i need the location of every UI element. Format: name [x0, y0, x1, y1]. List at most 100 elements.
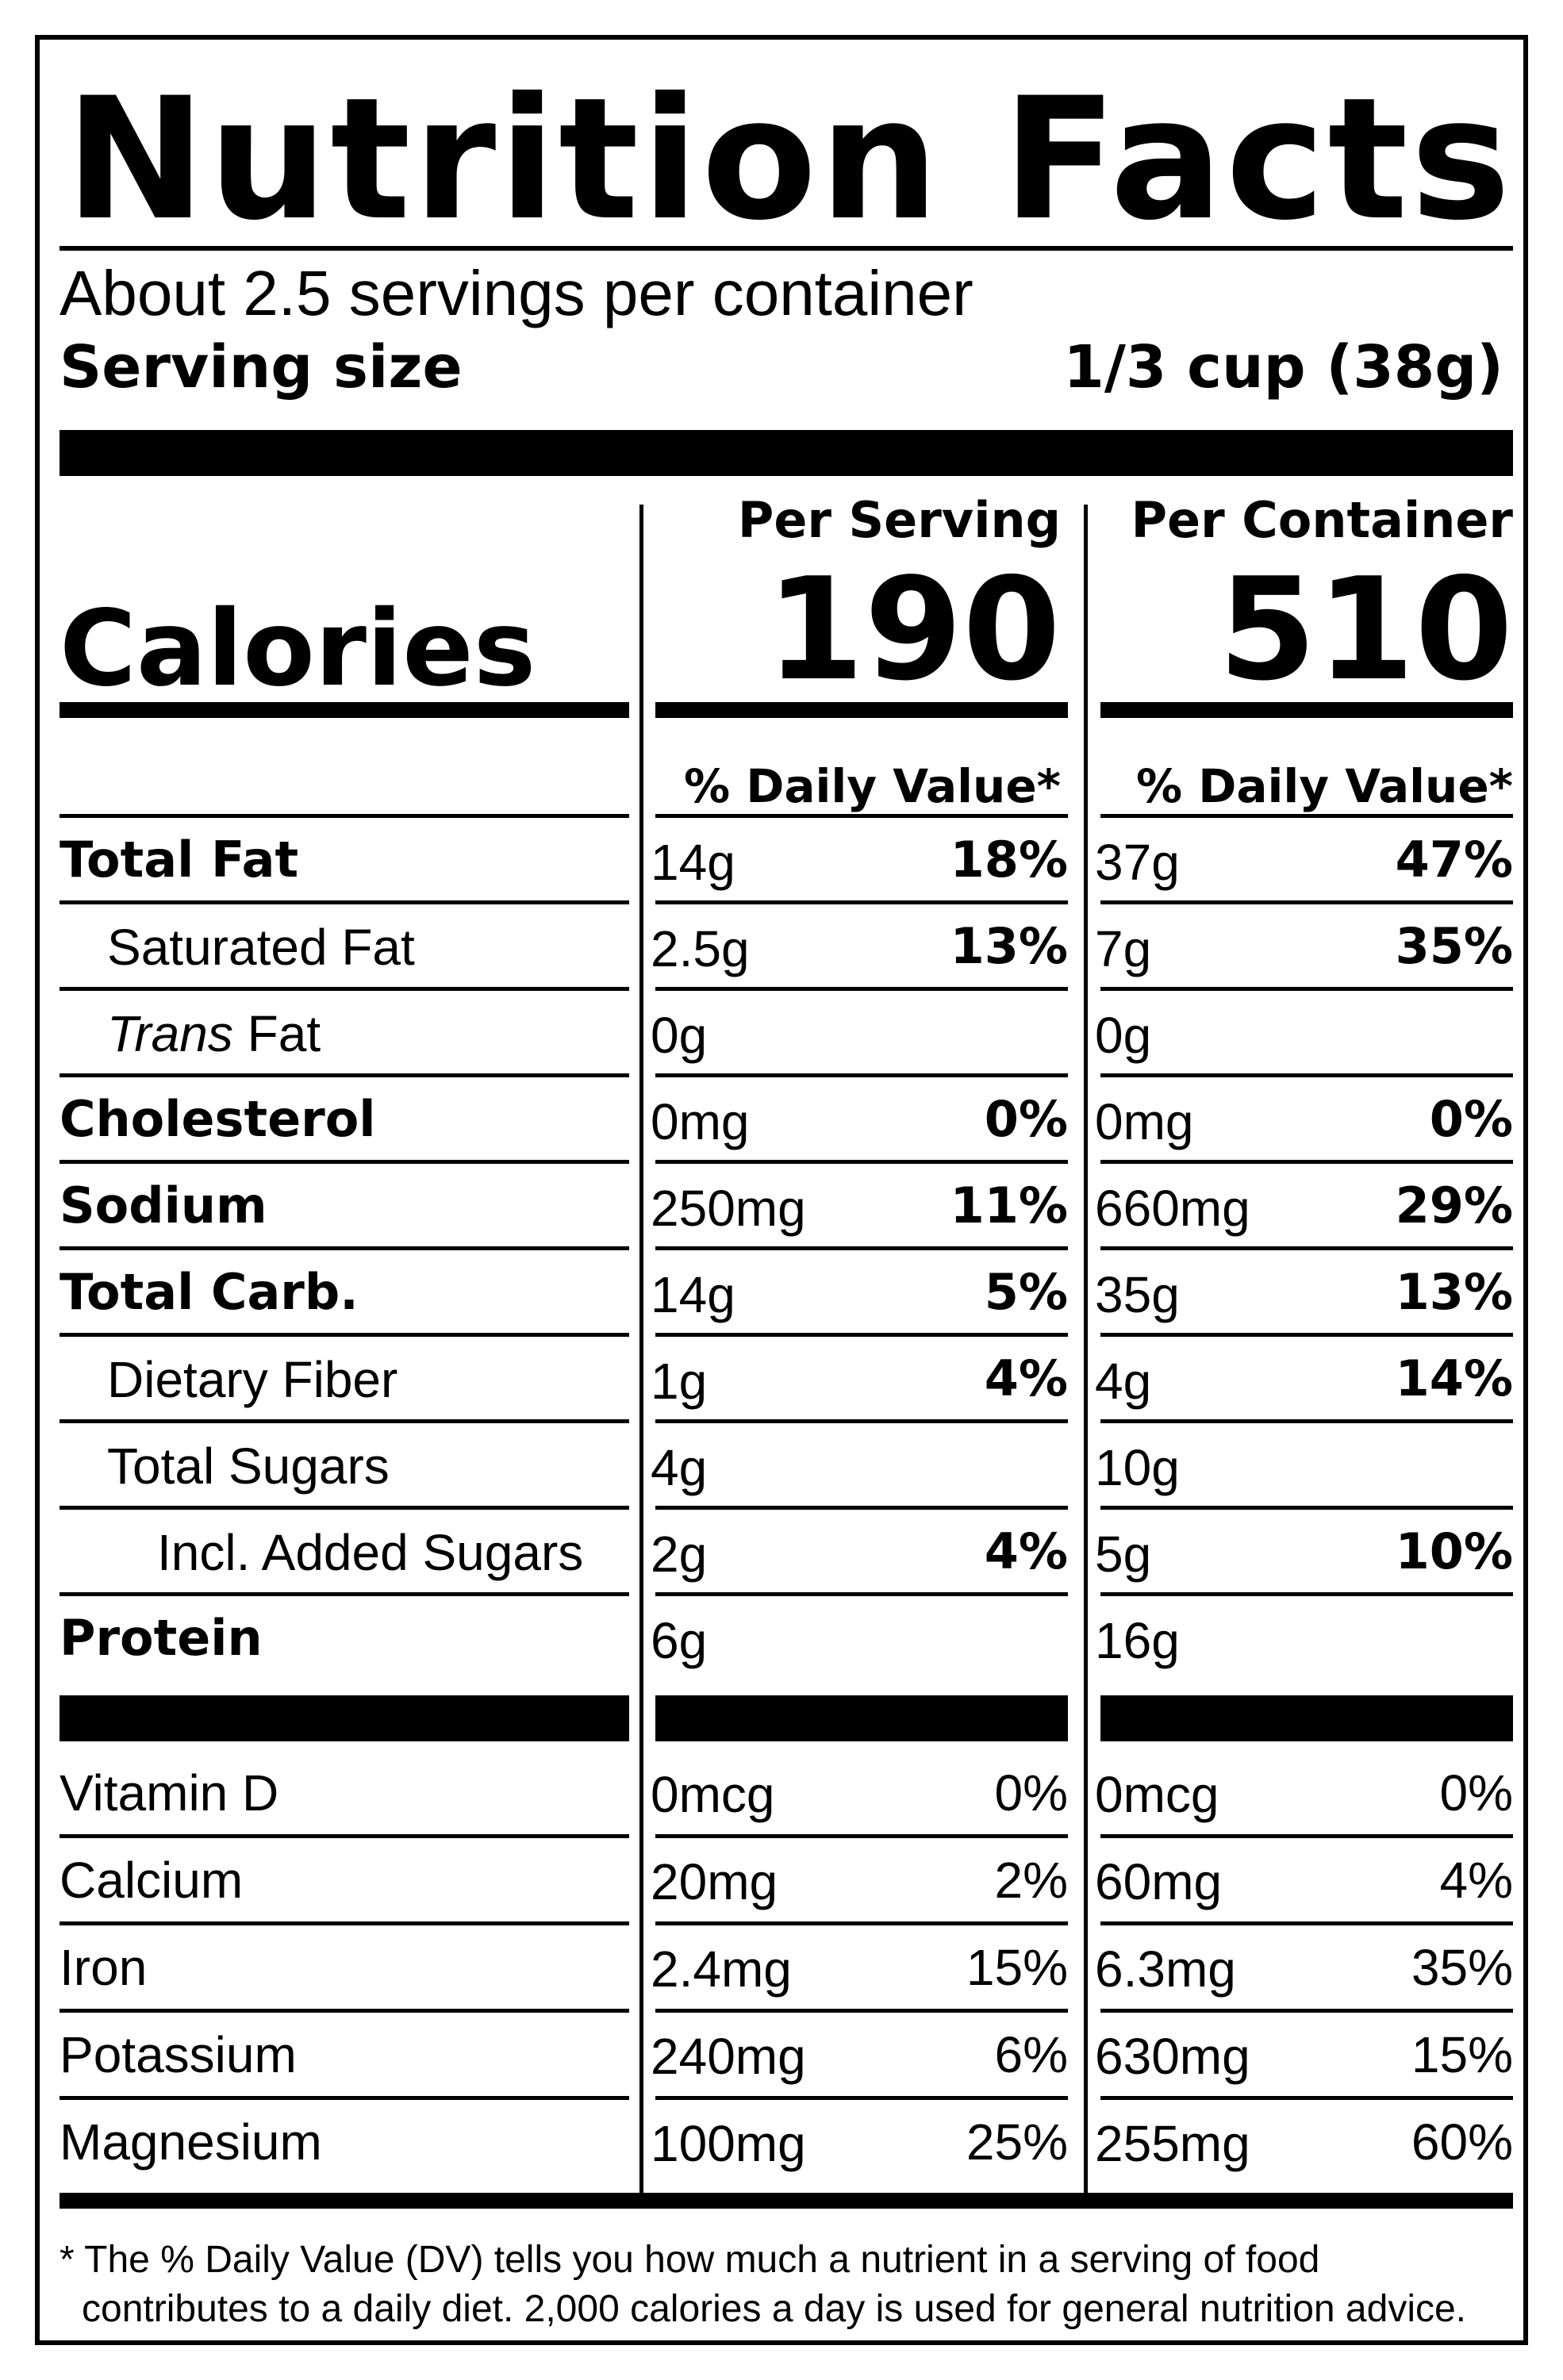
row-divider	[1100, 1921, 1513, 1925]
daily-value-percent: 4%	[984, 1349, 1068, 1407]
nutrient-name: Saturated Fat	[107, 919, 415, 976]
nutrient-name: Dietary Fiber	[107, 1351, 398, 1408]
daily-value-header: % Daily Value*	[683, 759, 1061, 813]
amount-value: 10g	[1095, 1439, 1180, 1496]
nutrient-name: Calcium	[60, 1852, 244, 1909]
nutrient-row: Protein 6g 16g	[40, 1599, 1533, 1687]
servings-per-container: About 2.5 servings per container	[60, 258, 974, 328]
daily-value-percent: 60%	[1411, 2113, 1513, 2171]
daily-value-percent: 2%	[994, 1852, 1069, 1909]
per-serving-header: Per Serving	[737, 491, 1061, 549]
row-divider	[655, 1834, 1068, 1838]
nutrient-name-rest: Fat	[232, 1005, 321, 1062]
nutrient-name: Cholesterol	[60, 1090, 376, 1148]
daily-value-percent: 5%	[984, 1263, 1068, 1321]
nutrient-name: Magnesium	[60, 2113, 322, 2171]
daily-value-percent: 0%	[1429, 1090, 1513, 1148]
amount-value: 14g	[651, 834, 735, 891]
row-divider	[1100, 2096, 1513, 2100]
row-divider	[655, 1506, 1068, 1510]
row-divider	[60, 1073, 629, 1077]
row-divider	[655, 1073, 1068, 1077]
daily-value-percent: 25%	[966, 2113, 1068, 2171]
nutrient-name: Protein	[60, 1609, 263, 1667]
section-bar	[60, 1695, 629, 1741]
calories-per-container: 510	[1218, 547, 1513, 712]
bottom-bar	[60, 2193, 1513, 2209]
amount-value: 0g	[1095, 1007, 1152, 1064]
row-divider	[60, 814, 629, 818]
row-divider	[60, 1419, 629, 1423]
row-divider	[1100, 987, 1513, 991]
nutrient-name: Vitamin D	[60, 1764, 279, 1821]
row-divider	[1100, 1834, 1513, 1838]
daily-value-header: % Daily Value*	[1135, 759, 1513, 813]
amount-value: 7g	[1095, 920, 1152, 977]
nutrient-row: Total Fat 14g 18% 37g 47%	[40, 821, 1533, 908]
nutrient-name-italic: Trans	[107, 1005, 233, 1062]
row-divider	[1100, 1506, 1513, 1510]
daily-value-percent: 11%	[950, 1177, 1068, 1234]
footnote-line-1: * The % Daily Value (DV) tells you how m…	[60, 2239, 1320, 2281]
row-divider	[60, 1834, 629, 1838]
nutrient-name: Sodium	[60, 1177, 267, 1234]
nutrient-row: Cholesterol 0mg 0% 0mg 0%	[40, 1081, 1533, 1168]
nutrient-row: Total Carb. 14g 5% 35g 13%	[40, 1253, 1533, 1341]
row-divider	[655, 900, 1068, 904]
amount-value: 240mg	[651, 2028, 806, 2085]
amount-value: 60mg	[1095, 1853, 1223, 1910]
nutrient-name: Incl. Added Sugars	[157, 1524, 584, 1581]
daily-value-percent: 0%	[984, 1090, 1068, 1148]
row-divider	[655, 1333, 1068, 1337]
amount-value: 250mg	[651, 1180, 806, 1237]
amount-value: 2.5g	[651, 920, 750, 977]
amount-value: 0g	[651, 1007, 708, 1064]
vitamin-row: Potassium 240mg 6% 630mg 15%	[40, 2015, 1533, 2102]
nutrient-row: Dietary Fiber 1g 4% 4g 14%	[40, 1340, 1533, 1427]
nutrition-label: Nutrition Facts About 2.5 servings per c…	[35, 35, 1528, 2345]
row-divider	[655, 814, 1068, 818]
daily-value-percent: 13%	[1395, 1263, 1513, 1321]
daily-value-percent: 29%	[1395, 1177, 1513, 1234]
amount-value: 0mg	[1095, 1093, 1194, 1150]
daily-value-percent: 0%	[994, 1764, 1069, 1821]
daily-value-percent: 15%	[966, 1939, 1068, 1996]
row-divider	[60, 1333, 629, 1337]
row-divider	[1100, 1419, 1513, 1423]
per-container-header: Per Container	[1131, 491, 1513, 549]
nutrient-row: Trans Fat 0g 0g	[40, 994, 1533, 1081]
section-bar	[655, 1695, 1068, 1741]
daily-value-percent: 4%	[1439, 1852, 1514, 1909]
row-divider	[1100, 1160, 1513, 1164]
amount-value: 16g	[1095, 1612, 1180, 1669]
row-divider	[60, 900, 629, 904]
daily-value-percent: 4%	[984, 1522, 1068, 1580]
daily-value-percent: 6%	[994, 2026, 1069, 2083]
thick-divider	[60, 430, 1513, 476]
daily-value-percent: 13%	[950, 917, 1068, 975]
daily-value-percent: 0%	[1439, 1764, 1514, 1821]
calories-bar	[60, 702, 629, 718]
row-divider	[60, 1160, 629, 1164]
nutrient-row: Total Sugars 4g 10g	[40, 1426, 1533, 1514]
amount-value: 20mg	[651, 1853, 778, 1910]
row-divider	[655, 1592, 1068, 1596]
nutrient-name: Total Sugars	[107, 1438, 390, 1495]
vitamin-row: Vitamin D 0mcg 0% 0mcg 0%	[40, 1753, 1533, 1841]
divider	[60, 246, 1513, 251]
row-divider	[60, 2009, 629, 2013]
column-divider	[639, 505, 643, 2193]
row-divider	[1100, 814, 1513, 818]
daily-value-percent: 35%	[1395, 917, 1513, 975]
row-divider	[60, 1246, 629, 1250]
daily-value-percent: 10%	[1395, 1522, 1513, 1580]
nutrient-row: Saturated Fat 2.5g 13% 7g 35%	[40, 908, 1533, 995]
row-divider	[60, 2096, 629, 2100]
nutrient-name: Iron	[60, 1939, 148, 1996]
footnote-line-2: contributes to a daily diet. 2,000 calor…	[82, 2288, 1467, 2330]
amount-value: 5g	[1095, 1526, 1152, 1583]
amount-value: 1g	[651, 1353, 708, 1410]
amount-value: 14g	[651, 1266, 735, 1323]
amount-value: 660mg	[1095, 1180, 1250, 1237]
vitamin-row: Iron 2.4mg 15% 6.3mg 35%	[40, 1928, 1533, 2015]
